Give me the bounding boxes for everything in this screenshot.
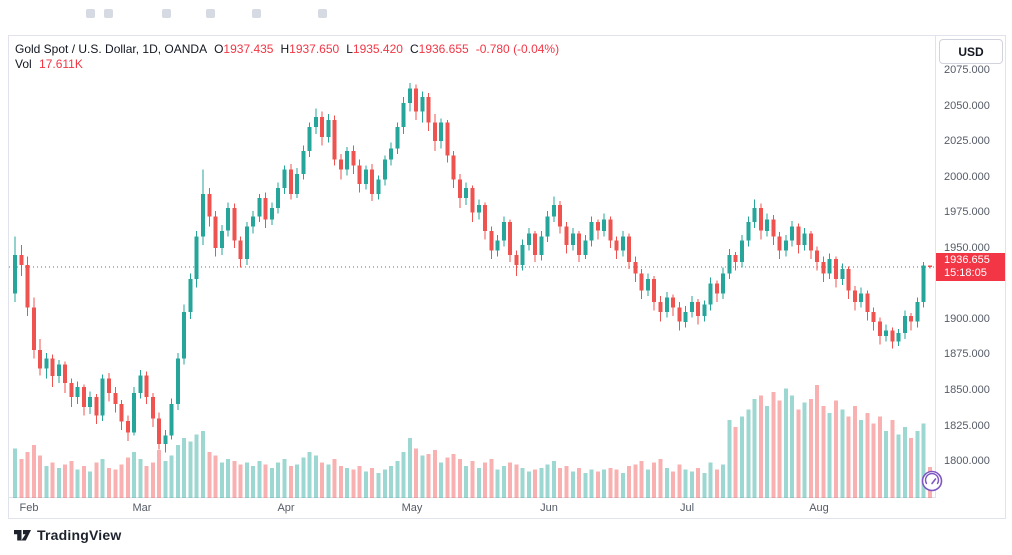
cropped-toolbar: [0, 0, 1012, 26]
price-axis-label: 1850.000: [944, 384, 990, 396]
toolbar-glyph-icon: [104, 9, 113, 18]
price-axis-label: 1800.000: [944, 455, 990, 467]
change-value: -0.780 (-0.04%): [475, 42, 560, 56]
price-axis-label: 1825.000: [944, 420, 990, 432]
time-axis[interactable]: Feb Mar Apr May Jun Jul Aug: [9, 498, 936, 518]
volume-value: 17.611K: [39, 57, 83, 71]
price-axis-label: 1950.000: [944, 242, 990, 254]
price-axis-label: 1975.000: [944, 206, 990, 218]
tradingview-attribution[interactable]: TradingView: [13, 527, 121, 543]
price-axis-label: 1900.000: [944, 313, 990, 325]
market-gauge-icon[interactable]: [921, 470, 943, 492]
bar-countdown: 15:18:05: [944, 267, 987, 279]
toolbar-glyph-icon: [86, 9, 95, 18]
high-label: H: [280, 42, 290, 56]
candlestick-svg[interactable]: [9, 36, 936, 498]
tradingview-wordmark[interactable]: TradingView: [37, 527, 122, 543]
toolbar-glyph-icon: [318, 9, 327, 18]
open-value: 1937.435: [223, 42, 274, 56]
open-label: O: [214, 42, 224, 56]
toolbar-glyph-icon: [206, 9, 215, 18]
price-axis-label: 2000.000: [944, 171, 990, 183]
toolbar-glyph-icon: [252, 9, 261, 18]
month-label: May: [401, 502, 423, 514]
low-value: 1935.420: [352, 42, 403, 56]
symbol-title[interactable]: Gold Spot / U.S. Dollar, 1D, OANDA: [15, 42, 208, 56]
month-label: Apr: [277, 502, 295, 514]
month-label: Jun: [540, 502, 558, 514]
price-plot-area[interactable]: Gold Spot / U.S. Dollar, 1D, OANDA O1937.…: [9, 36, 943, 498]
legend-row-volume: Vol 17.611K: [15, 57, 559, 72]
price-axis-label: 2050.000: [944, 100, 990, 112]
close-label: C: [409, 42, 419, 56]
month-label: Feb: [19, 502, 39, 514]
low-label: L: [346, 42, 353, 56]
toolbar-glyph-icon: [162, 9, 171, 18]
price-axis-label: 1875.000: [944, 348, 990, 360]
chart-panel: Gold Spot / U.S. Dollar, 1D, OANDA O1937.…: [8, 35, 1006, 519]
month-label: Mar: [132, 502, 152, 514]
last-price-value: 1936.655: [944, 254, 990, 266]
close-value: 1936.655: [418, 42, 469, 56]
legend-row-symbol: Gold Spot / U.S. Dollar, 1D, OANDA O1937.…: [15, 42, 559, 57]
currency-usd-button[interactable]: USD: [939, 39, 1003, 64]
tradingview-logo-icon[interactable]: [13, 528, 32, 543]
price-axis-label: 2025.000: [944, 135, 990, 147]
month-label: Aug: [809, 502, 829, 514]
last-price-badge: 1936.655 15:18:05: [936, 253, 1005, 281]
price-axis-label: 2075.000: [944, 64, 990, 76]
volume-label: Vol: [15, 57, 32, 71]
symbol-legend: Gold Spot / U.S. Dollar, 1D, OANDA O1937.…: [15, 42, 559, 72]
high-value: 1937.650: [289, 42, 340, 56]
month-label: Jul: [679, 502, 695, 514]
